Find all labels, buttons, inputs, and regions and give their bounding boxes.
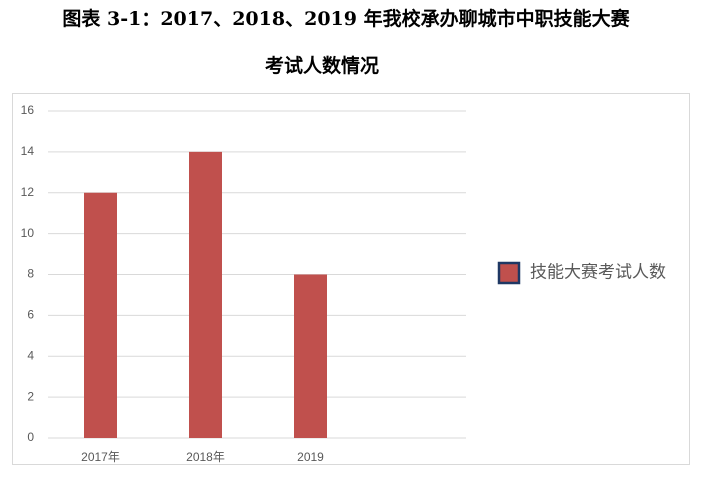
chart-subtitle: 考试人数情况 — [265, 54, 379, 77]
legend-label: 技能大赛考试人数 — [530, 262, 666, 283]
y-tick-label: 12 — [21, 185, 35, 199]
chart-frame — [12, 93, 690, 465]
y-tick-label: 16 — [21, 103, 35, 117]
y-tick-label: 14 — [21, 144, 35, 158]
y-tick-label: 0 — [27, 430, 34, 444]
chart-title: 图表 3-1：2017、2018、2019 年我校承办聊城市中职技能大赛 — [62, 7, 630, 30]
y-tick-label: 8 — [27, 267, 34, 281]
y-tick-label: 6 — [27, 308, 34, 322]
x-tick-label: 2018年 — [186, 450, 225, 464]
y-tick-label: 2 — [27, 389, 34, 403]
y-tick-label: 10 — [21, 226, 35, 240]
bar — [84, 192, 117, 438]
x-tick-label: 2017年 — [81, 450, 120, 464]
legend-swatch — [497, 261, 521, 285]
bar — [189, 151, 222, 438]
x-tick-label: 2019 — [297, 450, 324, 464]
bar — [294, 274, 327, 438]
y-tick-label: 4 — [27, 348, 34, 362]
